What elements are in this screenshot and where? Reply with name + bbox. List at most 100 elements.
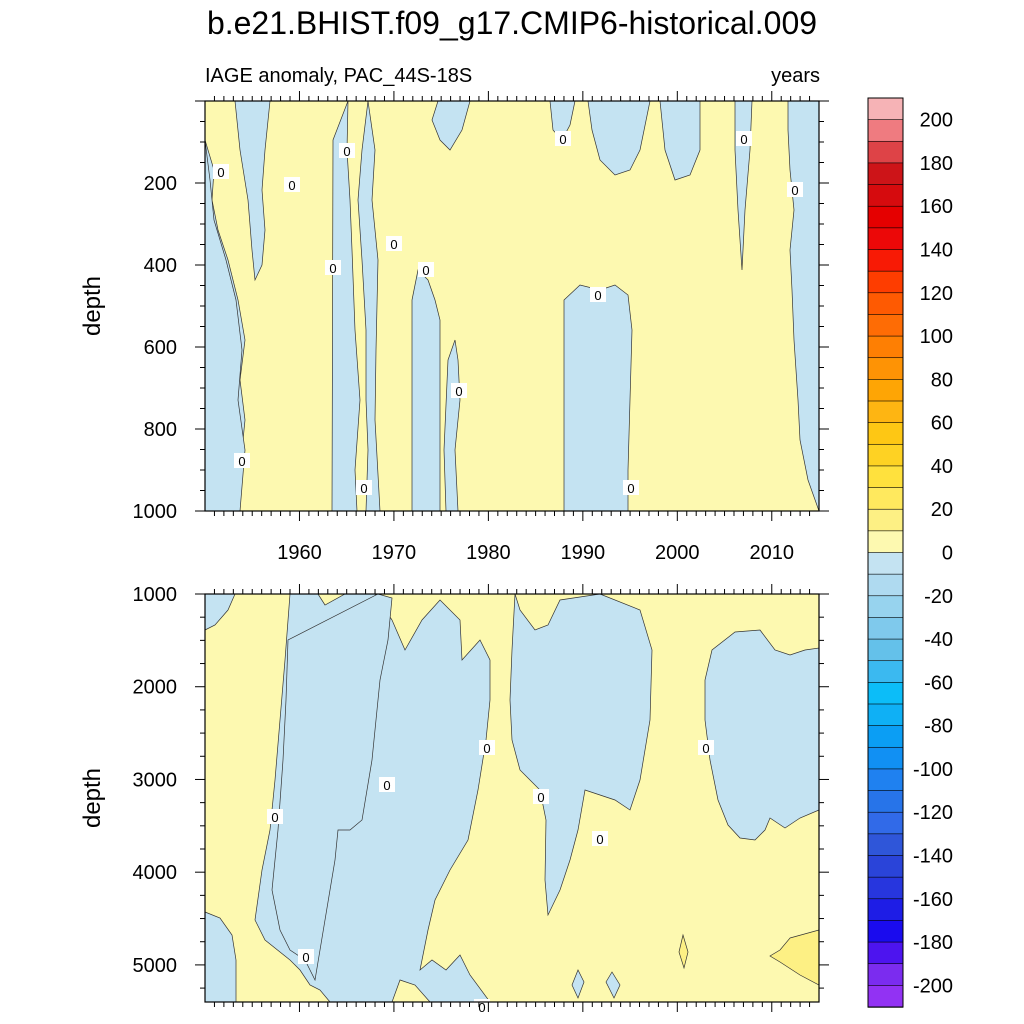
colorbar-swatch	[867, 357, 904, 381]
colorbar-swatch	[867, 617, 904, 640]
bottom-contour-labels: 0 0 0 0 0 0 0 0	[267, 740, 714, 1015]
colorbar-swatch	[867, 573, 904, 597]
bottom-region-5	[509, 593, 653, 917]
colorbar-label: -100	[913, 759, 953, 781]
x-tick-label: 2010	[750, 542, 795, 564]
colorbar-swatch	[867, 811, 904, 835]
colorbar-frame	[867, 97, 904, 1008]
bottom-region-6	[704, 629, 820, 841]
colorbar-label: -80	[924, 716, 953, 738]
contour-label-box	[386, 236, 402, 251]
contour-label: 0	[422, 263, 429, 278]
bottom-positive-1	[678, 933, 689, 970]
contour-label-box	[698, 740, 714, 755]
contour-label-box	[533, 789, 549, 804]
contour-label: 0	[559, 132, 566, 147]
bottom-region-8	[605, 971, 621, 999]
contour-label: 0	[791, 183, 798, 198]
contour-label: 0	[288, 178, 295, 193]
contour-label: 0	[596, 832, 603, 847]
top-region-8	[563, 284, 633, 512]
colorbar-swatch	[867, 379, 904, 402]
contour-label: 0	[217, 165, 224, 180]
colorbar-label: 0	[942, 543, 953, 565]
top-y-axis: 200 400 600 800 1000	[133, 100, 829, 523]
colorbar-label: 40	[931, 456, 953, 478]
colorbar-label: 120	[920, 283, 953, 305]
colorbar-swatch	[867, 595, 904, 619]
top-panel: 0 0 0 0 0 0 0 0 0 0 0 0 0 0 200 400 600 800 1000 1960 1970…	[79, 91, 829, 564]
colorbar-swatch	[867, 508, 904, 532]
y-tick-label: 1000	[133, 584, 178, 606]
y-tick-label: 1000	[133, 501, 178, 523]
contour-label-box	[298, 949, 314, 964]
y-tick-label: 800	[144, 419, 177, 441]
colorbar-swatch	[867, 487, 904, 510]
x-tick-label: 1970	[372, 542, 417, 564]
colorbar-swatch	[867, 855, 904, 878]
y-tick-label: 5000	[133, 955, 178, 977]
bottom-region-7	[571, 969, 585, 999]
bottom-region-4	[271, 593, 393, 982]
colorbar-swatch	[867, 249, 904, 272]
contour-label: 0	[594, 288, 601, 303]
colorbar-swatch	[867, 725, 904, 748]
bottom-negative-regions	[204, 593, 820, 1003]
colorbar-swatch	[867, 790, 904, 813]
colorbar: 200180160140120100806040200-20-40-60-80-…	[867, 97, 953, 1008]
colorbar-swatch	[867, 941, 904, 965]
colorbar-swatch	[867, 465, 904, 489]
colorbar-swatch	[867, 638, 904, 662]
contour-label: 0	[329, 261, 336, 276]
x-tick-label: 1980	[466, 542, 511, 564]
contour-label: 0	[740, 132, 747, 147]
subtitle-right: years	[771, 65, 820, 87]
colorbar-swatch	[867, 746, 904, 770]
colorbar-label: 100	[920, 326, 953, 348]
colorbar-swatch	[867, 335, 904, 359]
colorbar-label: 140	[920, 240, 953, 262]
bottom-y-axis: 1000 2000 3000 4000 5000	[133, 584, 829, 989]
colorbar-label: 180	[920, 153, 953, 175]
y-tick-label: 400	[144, 255, 177, 277]
contour-label-box	[234, 453, 250, 468]
contour-label-box	[267, 809, 283, 824]
contour-label-box	[479, 740, 495, 755]
subtitle-left: IAGE anomaly, PAC_44S-18S	[205, 65, 472, 87]
bottom-x-axis	[213, 584, 811, 1012]
y-tick-label: 600	[144, 337, 177, 359]
colorbar-label: -200	[913, 975, 953, 997]
contour-label-box	[555, 131, 571, 146]
contour-label-box	[623, 480, 639, 495]
colorbar-swatch	[867, 552, 904, 575]
colorbar-swatch	[867, 227, 904, 251]
top-contour-labels: 0 0 0 0 0 0 0 0 0 0 0 0 0 0	[213, 131, 803, 496]
x-tick-label: 2000	[655, 542, 700, 564]
colorbar-swatch	[867, 422, 904, 445]
contour-label-box	[592, 831, 608, 846]
colorbar-swatch	[867, 119, 904, 142]
x-tick-label: 1960	[277, 542, 322, 564]
colorbar-swatch	[867, 443, 904, 467]
contour-label: 0	[455, 384, 462, 399]
top-region-3	[331, 100, 361, 512]
colorbar-swatch	[867, 270, 904, 294]
colorbar-swatch	[867, 963, 904, 987]
colorbar-label: -20	[924, 586, 953, 608]
colorbar-label: 60	[931, 413, 953, 435]
contour-label: 0	[271, 810, 278, 825]
contour-label-box	[474, 999, 490, 1014]
contour-label-box	[590, 287, 606, 302]
contour-label: 0	[360, 481, 367, 496]
x-tick-label: 1990	[561, 542, 606, 564]
contour-label-box	[451, 383, 467, 398]
colorbar-label: -140	[913, 846, 953, 868]
top-region-5	[411, 269, 441, 512]
colorbar-swatch	[867, 985, 904, 1008]
contour-label-box	[736, 131, 752, 146]
contour-label: 0	[383, 778, 390, 793]
top-region-10	[587, 100, 651, 176]
colorbar-label: -40	[924, 629, 953, 651]
bottom-panel-frame	[204, 593, 820, 1003]
colorbar-swatch	[867, 184, 904, 207]
